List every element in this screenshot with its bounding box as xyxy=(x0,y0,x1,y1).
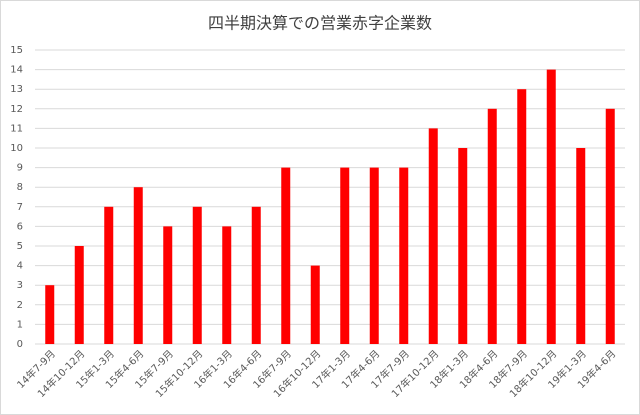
bar xyxy=(369,167,379,344)
bar xyxy=(399,167,409,344)
bar xyxy=(605,108,615,344)
bar xyxy=(74,246,84,344)
bar xyxy=(104,206,114,344)
y-tick-label: 0 xyxy=(17,339,23,350)
y-tick-label: 14 xyxy=(10,65,23,76)
bar xyxy=(428,128,438,344)
bar xyxy=(487,108,497,344)
y-tick-label: 3 xyxy=(17,280,23,291)
y-tick-label: 7 xyxy=(17,202,23,213)
y-tick-label: 12 xyxy=(10,104,23,115)
bar xyxy=(163,226,173,344)
bar xyxy=(458,148,468,344)
y-tick-label: 13 xyxy=(10,84,23,95)
bar xyxy=(340,167,350,344)
y-tick-label: 8 xyxy=(17,182,23,193)
bar xyxy=(517,89,527,344)
y-tick-label: 10 xyxy=(10,143,23,154)
y-tick-label: 9 xyxy=(17,163,23,174)
bar xyxy=(45,285,55,344)
chart-title: 四半期決算での営業赤字企業数 xyxy=(208,14,432,33)
y-tick-label: 6 xyxy=(17,221,23,232)
bar xyxy=(222,226,232,344)
bar xyxy=(133,187,143,344)
y-tick-label: 1 xyxy=(17,319,23,330)
y-tick-label: 2 xyxy=(17,300,23,311)
y-tick-label: 11 xyxy=(10,123,23,134)
y-tick-label: 5 xyxy=(17,241,23,252)
bar xyxy=(310,265,320,344)
bar xyxy=(281,167,291,344)
bar xyxy=(192,206,202,344)
bar xyxy=(576,148,586,344)
bar xyxy=(546,69,556,344)
y-tick-label: 15 xyxy=(10,45,23,56)
bar xyxy=(251,206,261,344)
y-tick-label: 4 xyxy=(17,261,23,272)
